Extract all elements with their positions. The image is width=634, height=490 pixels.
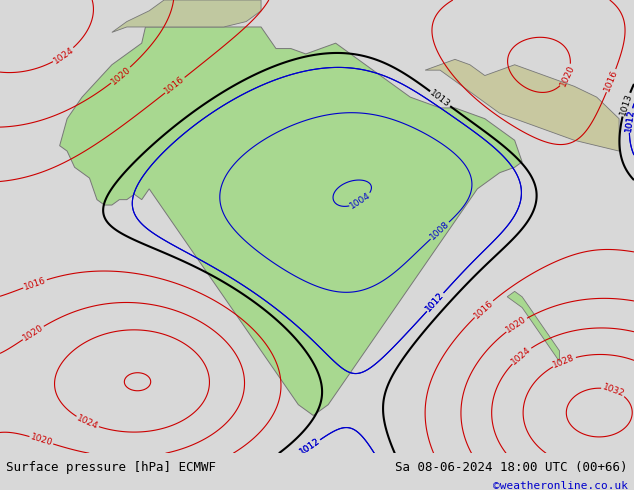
Text: Sa 08-06-2024 18:00 UTC (00+66): Sa 08-06-2024 18:00 UTC (00+66) — [395, 461, 628, 474]
Text: 1016: 1016 — [472, 298, 495, 320]
Text: 1008: 1008 — [429, 220, 451, 242]
Text: 1016: 1016 — [163, 74, 186, 96]
Text: 1012: 1012 — [298, 437, 322, 457]
Text: 1016: 1016 — [23, 276, 48, 292]
Text: Surface pressure [hPa] ECMWF: Surface pressure [hPa] ECMWF — [6, 461, 216, 474]
Text: 1012: 1012 — [424, 291, 446, 314]
Text: 1020: 1020 — [29, 433, 53, 448]
Text: 1012: 1012 — [624, 108, 634, 132]
Text: 1020: 1020 — [505, 315, 528, 335]
Text: 1012: 1012 — [624, 108, 634, 132]
Text: 1020: 1020 — [109, 65, 133, 86]
Text: 1016: 1016 — [603, 68, 619, 93]
Text: 1028: 1028 — [552, 353, 576, 370]
Text: 1013: 1013 — [428, 88, 452, 109]
Text: 1012: 1012 — [298, 437, 322, 457]
Polygon shape — [60, 27, 522, 416]
Text: ©weatheronline.co.uk: ©weatheronline.co.uk — [493, 481, 628, 490]
Text: 1032: 1032 — [601, 382, 626, 399]
Polygon shape — [507, 292, 559, 362]
Text: 1012: 1012 — [424, 291, 446, 314]
Text: 1013: 1013 — [618, 92, 634, 117]
Text: 1004: 1004 — [349, 191, 373, 211]
Text: 1024: 1024 — [75, 414, 100, 431]
Text: 1024: 1024 — [51, 45, 75, 66]
Polygon shape — [112, 0, 261, 32]
Polygon shape — [425, 59, 619, 151]
Text: 1020: 1020 — [559, 63, 576, 88]
Text: 1024: 1024 — [510, 345, 533, 367]
Text: 1020: 1020 — [21, 323, 45, 343]
